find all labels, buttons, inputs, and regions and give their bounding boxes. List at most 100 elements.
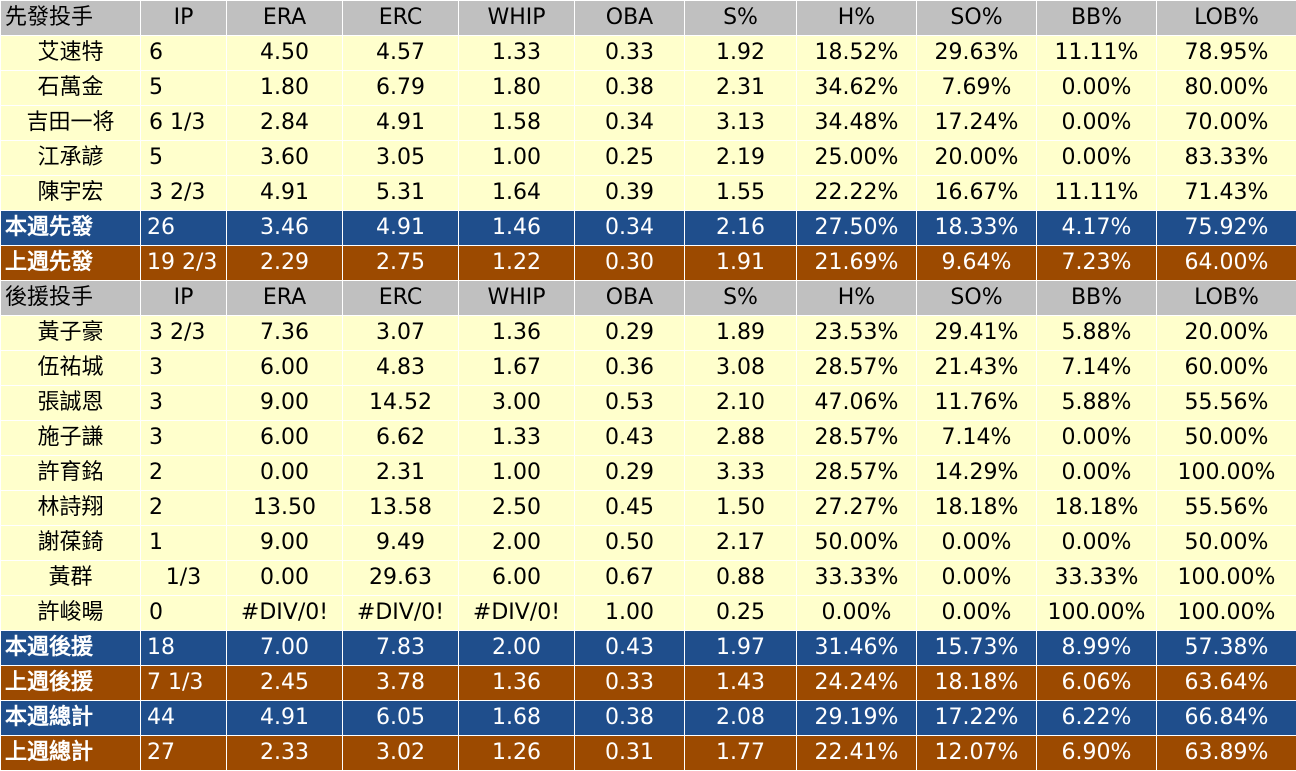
pitcher-name: 許峻暘: [0, 595, 141, 631]
section-label: 先發投手: [0, 0, 141, 36]
stat-cell: 9.64%: [916, 245, 1037, 281]
stat-cell: 70.00%: [1156, 105, 1296, 141]
column-header: ERC: [342, 0, 459, 36]
pitcher-name: 石萬金: [0, 70, 141, 106]
stat-cell: 57.38%: [1156, 630, 1296, 666]
stat-cell: 55.56%: [1156, 490, 1296, 526]
pitcher-name: 張誠恩: [0, 385, 141, 421]
column-header: ERC: [342, 280, 459, 316]
stat-cell: 0.00%: [1036, 105, 1157, 141]
stat-cell: 9.00: [226, 385, 343, 421]
stat-cell: 6.22%: [1036, 700, 1157, 736]
stat-cell: 3: [140, 350, 227, 386]
stat-cell: 18.18%: [916, 490, 1037, 526]
stat-cell: 1.91: [684, 245, 797, 281]
stat-cell: 3.33: [684, 455, 797, 491]
stat-cell: 100.00%: [1156, 455, 1296, 491]
stat-cell: 9.00: [226, 525, 343, 561]
stat-cell: 2.75: [342, 245, 459, 281]
column-header: H%: [796, 280, 917, 316]
pitcher-name: 伍祐城: [0, 350, 141, 386]
stat-cell: 5.88%: [1036, 385, 1157, 421]
pitcher-name: 施子謙: [0, 420, 141, 456]
stat-cell: 0.00%: [916, 595, 1037, 631]
stat-cell: 5: [140, 70, 227, 106]
stat-cell: #DIV/0!: [458, 595, 575, 631]
stat-cell: 0.29: [574, 455, 685, 491]
stat-cell: 0.00: [226, 455, 343, 491]
stat-cell: 33.33%: [796, 560, 917, 596]
stat-cell: 1.00: [574, 595, 685, 631]
stat-cell: 12.07%: [916, 735, 1037, 771]
stat-cell: 3 2/3: [140, 315, 227, 351]
stat-cell: 0.38: [574, 70, 685, 106]
pitcher-name: 陳宇宏: [0, 175, 141, 211]
table-row: 黃子豪 3 2/3 7.36 3.07 1.36 0.29 1.89 23.53% 29.41%…: [0, 315, 1296, 351]
stat-cell: 2.88: [684, 420, 797, 456]
stat-cell: 0.67: [574, 560, 685, 596]
stat-cell: 2.10: [684, 385, 797, 421]
stat-cell: 15.73%: [916, 630, 1037, 666]
column-header: ERA: [226, 280, 343, 316]
stat-cell: 0.00: [226, 560, 343, 596]
stat-cell: 3.46: [226, 210, 343, 246]
stat-cell: 3: [140, 385, 227, 421]
stat-cell: 7.14%: [1036, 350, 1157, 386]
stat-cell: 66.84%: [1156, 700, 1296, 736]
starters-this-week-row: 本週先發 26 3.46 4.91 1.46 0.34 2.16 27.50% 18.33% 4.…: [0, 210, 1296, 246]
stat-cell: 11.11%: [1036, 35, 1157, 71]
summary-label: 本週總計: [0, 700, 141, 736]
stat-cell: 4.91: [342, 210, 459, 246]
table-row: 吉田一将 6 1/3 2.84 4.91 1.58 0.34 3.13 34.48% 17.24…: [0, 105, 1296, 141]
pitcher-name: 許育銘: [0, 455, 141, 491]
column-header: BB%: [1036, 280, 1157, 316]
stat-cell: 2.08: [684, 700, 797, 736]
stat-cell: 1.22: [458, 245, 575, 281]
stat-cell: 3.13: [684, 105, 797, 141]
stat-cell: 4.91: [226, 700, 343, 736]
stat-cell: 2.29: [226, 245, 343, 281]
stat-cell: 28.57%: [796, 420, 917, 456]
stat-cell: 50.00%: [1156, 420, 1296, 456]
table-row: 陳宇宏 3 2/3 4.91 5.31 1.64 0.39 1.55 22.22% 16.67%…: [0, 175, 1296, 211]
stat-cell: 6.00: [226, 420, 343, 456]
table-row: 江承諺 5 3.60 3.05 1.00 0.25 2.19 25.00% 20.00% 0.00…: [0, 140, 1296, 176]
stat-cell: 18.52%: [796, 35, 917, 71]
stat-cell: 7.00: [226, 630, 343, 666]
stat-cell: 0.00%: [1036, 140, 1157, 176]
stat-cell: 3.78: [342, 665, 459, 701]
stat-cell: 13.50: [226, 490, 343, 526]
stat-cell: 78.95%: [1156, 35, 1296, 71]
stat-cell: 5: [140, 140, 227, 176]
stat-cell: 0.43: [574, 630, 685, 666]
stat-cell: 6.62: [342, 420, 459, 456]
stat-cell: 2.16: [684, 210, 797, 246]
table-row: 艾速特 6 4.50 4.57 1.33 0.33 1.92 18.52% 29.63% 11.1…: [0, 35, 1296, 71]
table-row: 張誠恩 3 9.00 14.52 3.00 0.53 2.10 47.06% 11.76% 5.8…: [0, 385, 1296, 421]
stat-cell: 7.14%: [916, 420, 1037, 456]
stat-cell: 1.33: [458, 35, 575, 71]
stat-cell: 26: [140, 210, 227, 246]
stat-cell: 2.50: [458, 490, 575, 526]
stat-cell: 5.88%: [1036, 315, 1157, 351]
stat-cell: 4.57: [342, 35, 459, 71]
column-header: WHIP: [458, 280, 575, 316]
stat-cell: 33.33%: [1036, 560, 1157, 596]
stat-cell: 2.31: [342, 455, 459, 491]
table-row: 許峻暘 0 #DIV/0! #DIV/0! #DIV/0! 1.00 0.25 0.00% 0.…: [0, 595, 1296, 631]
stat-cell: #DIV/0!: [342, 595, 459, 631]
column-header: BB%: [1036, 0, 1157, 36]
stat-cell: 0.34: [574, 210, 685, 246]
stat-cell: 22.41%: [796, 735, 917, 771]
table-row: 許育銘 2 0.00 2.31 1.00 0.29 3.33 28.57% 14.29% 0.00…: [0, 455, 1296, 491]
stat-cell: 2.45: [226, 665, 343, 701]
stat-cell: 29.63: [342, 560, 459, 596]
stat-cell: 0.00%: [1036, 525, 1157, 561]
stat-cell: 55.56%: [1156, 385, 1296, 421]
stat-cell: 0.00%: [916, 560, 1037, 596]
stat-cell: 16.67%: [916, 175, 1037, 211]
stat-cell: 1/3: [140, 560, 227, 596]
stat-cell: 31.46%: [796, 630, 917, 666]
pitcher-name: 謝葆錡: [0, 525, 141, 561]
stat-cell: 50.00%: [796, 525, 917, 561]
